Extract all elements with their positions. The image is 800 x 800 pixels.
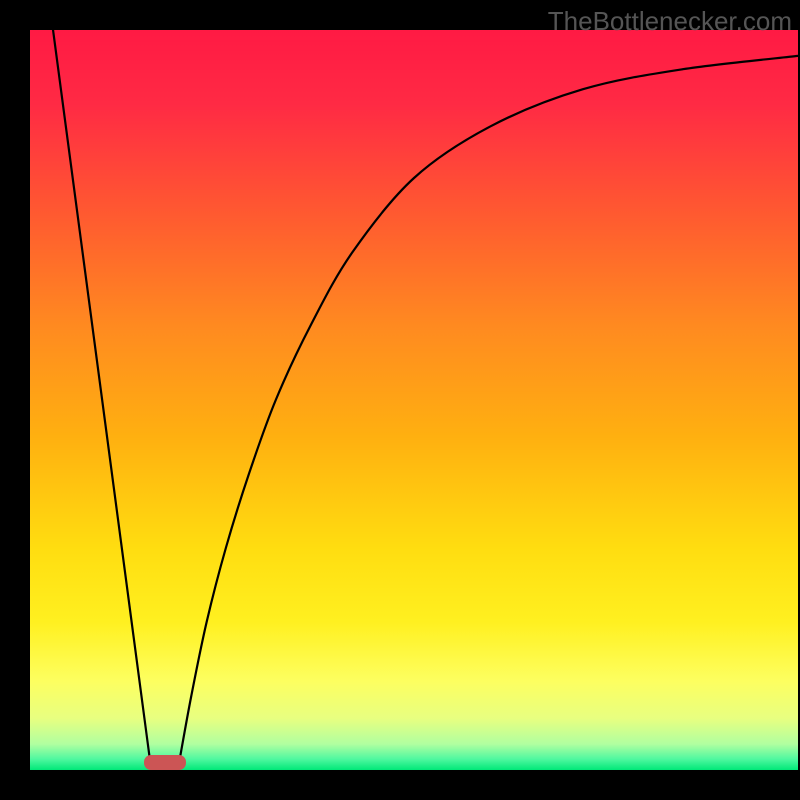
chart-container [0,0,800,800]
bottleneck-marker [144,755,185,770]
watermark-text: TheBottlenecker.com [548,6,792,37]
curves-svg [30,30,798,770]
plot-area [30,30,798,770]
right-curve [180,56,798,759]
left-line [53,30,150,759]
